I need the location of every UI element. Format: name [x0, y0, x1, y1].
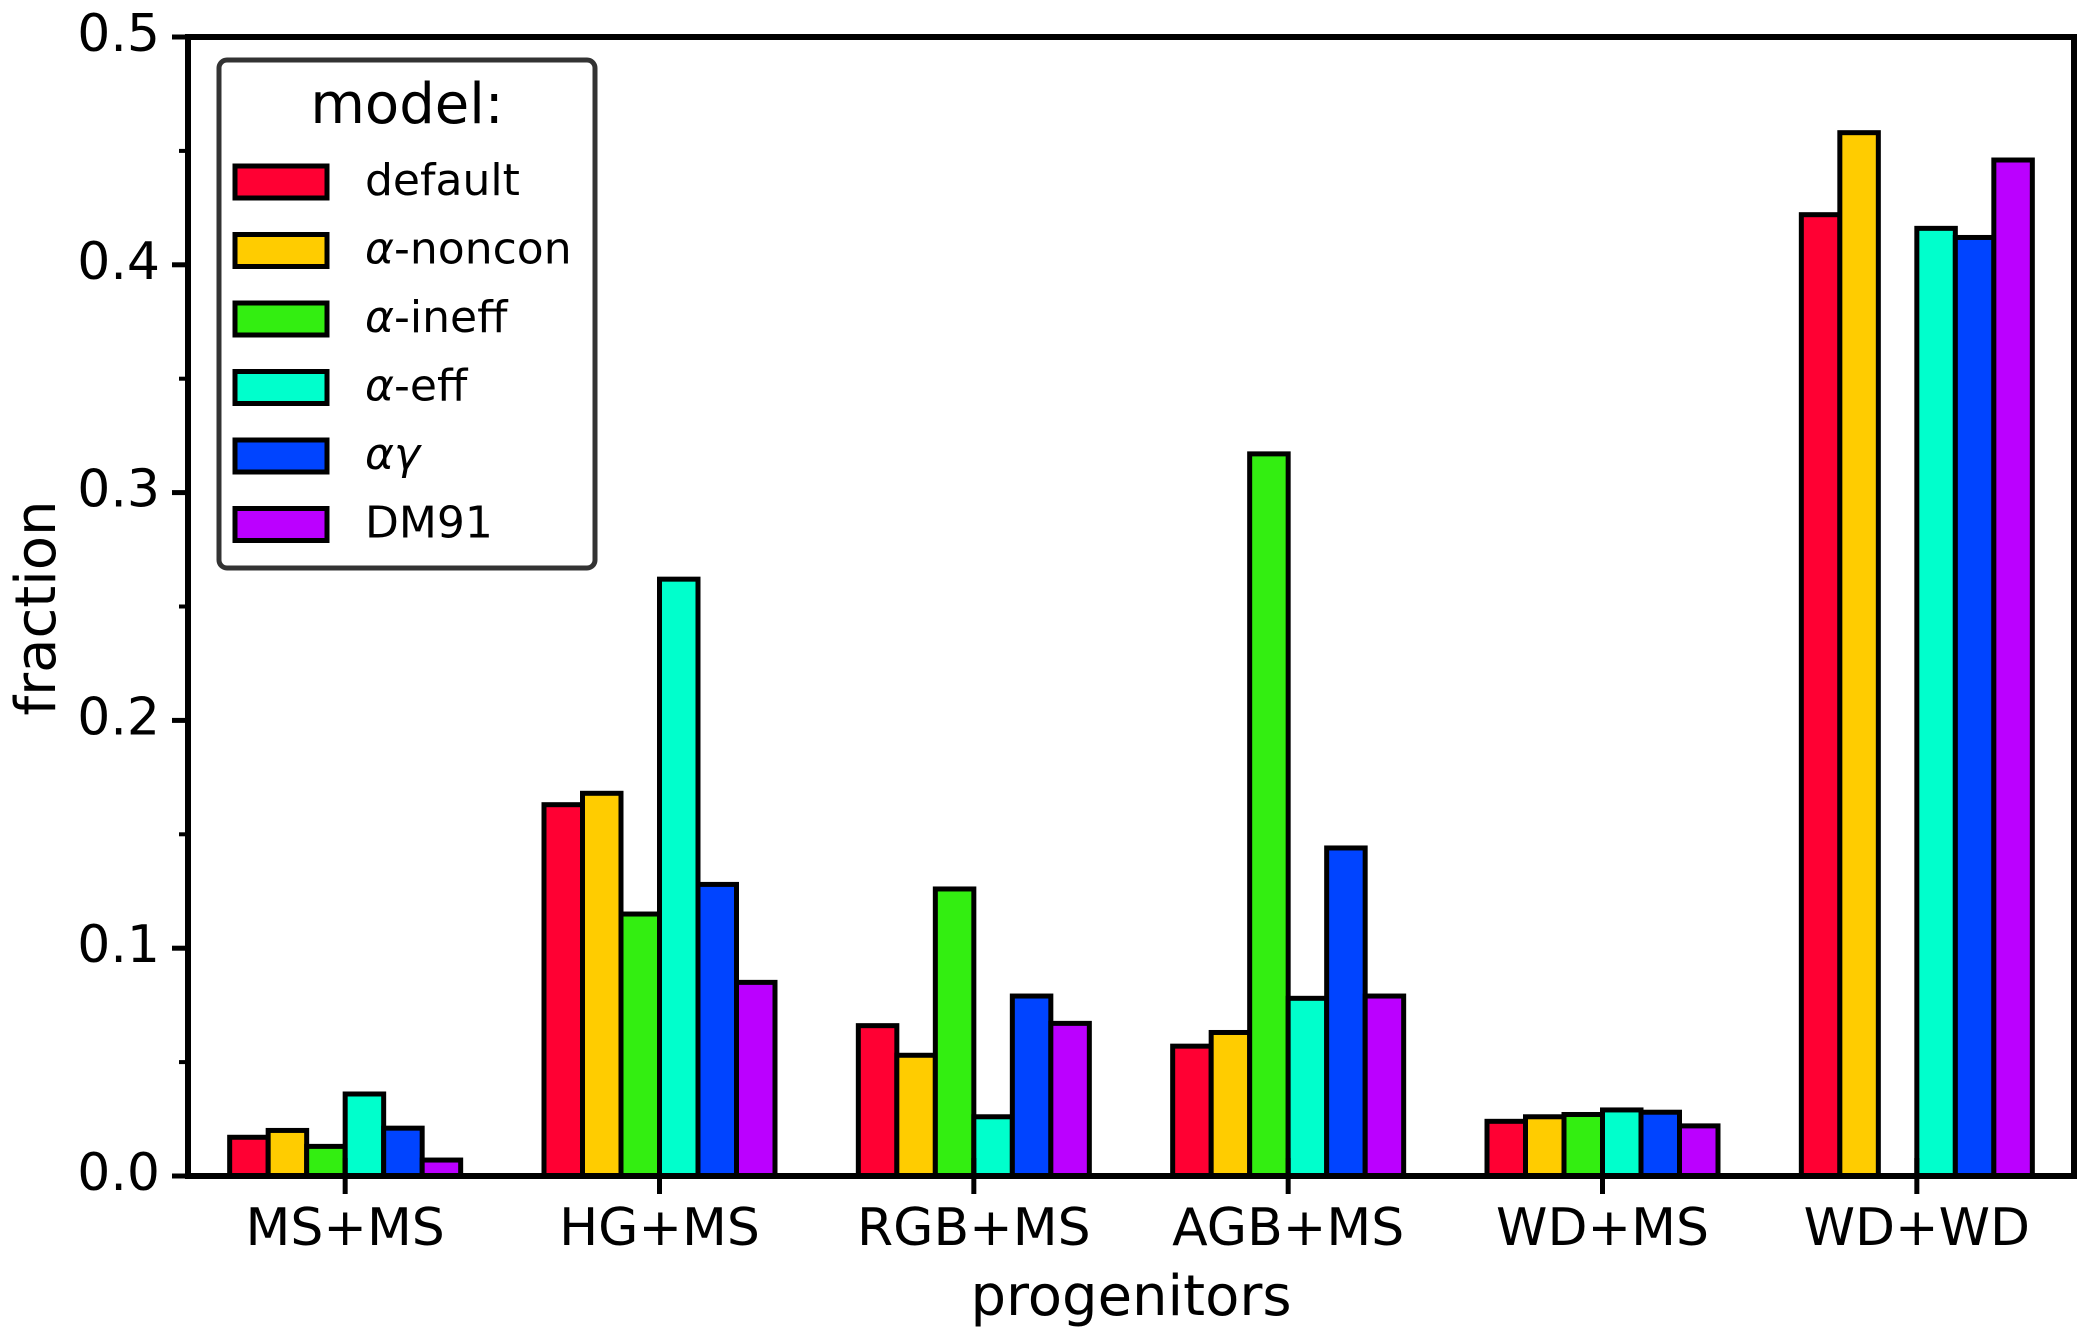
- x-tick-label: WD+MS: [1496, 1198, 1709, 1258]
- bar-ms-ms-1: [227, 1134, 271, 1179]
- bar-wd-ms-5: [1638, 1109, 1682, 1179]
- legend-swatch-1: [232, 163, 330, 201]
- legend-label-text: -ineff: [394, 292, 509, 343]
- legend-label-5: αγ: [365, 429, 422, 480]
- legend-label-3: α-ineff: [365, 292, 509, 343]
- x-tick-label: RGB+MS: [857, 1198, 1091, 1258]
- bar-ms-ms-4: [342, 1091, 387, 1179]
- y-tick-label: 0.0: [77, 1143, 160, 1203]
- bar-wd-wd-6: [1991, 157, 2035, 1179]
- y-tick-label: 0.3: [77, 460, 160, 520]
- bar-rgb-ms-2: [894, 1052, 938, 1179]
- y-tick-label: 0.2: [77, 687, 160, 747]
- bar-wd-ms-2: [1523, 1114, 1567, 1179]
- bar-rgb-ms-4: [971, 1114, 1015, 1179]
- bar-wd-wd-1: [1798, 212, 1843, 1179]
- bar-rgb-ms-6: [1048, 1020, 1092, 1179]
- legend-swatch-5: [232, 437, 330, 475]
- bar-hg-ms-4: [657, 576, 701, 1179]
- bar-agb-ms-3: [1247, 451, 1291, 1179]
- bar-wd-wd-5: [1952, 234, 1997, 1179]
- legend-label-text: -eff: [394, 361, 469, 412]
- legend-label-2: α-noncon: [365, 224, 572, 275]
- x-tick-label: HG+MS: [559, 1198, 760, 1258]
- bar-ms-ms-2: [265, 1127, 310, 1179]
- bars-layer: [227, 130, 2035, 1179]
- bar-hg-ms-6: [734, 979, 778, 1179]
- bar-hg-ms-3: [618, 911, 662, 1179]
- legend-label-text: -noncon: [394, 224, 572, 275]
- legend-swatch-2: [232, 232, 330, 269]
- bar-agb-ms-4: [1285, 995, 1330, 1179]
- y-tick-label: 0.5: [77, 4, 160, 64]
- y-tick-label: 0.1: [77, 915, 160, 975]
- legend-title: model:: [310, 72, 503, 137]
- axes-layer: 0.0 0.1 0.2 0.3 0.4 0.5 MS+MS HG+MS RGB+MS AGB+MS…: [77, 4, 2077, 1258]
- legend-label-greek: α: [365, 224, 394, 275]
- bar-wd-ms-1: [1484, 1118, 1528, 1179]
- bar-agb-ms-6: [1362, 993, 1407, 1179]
- bar-hg-ms-2: [580, 790, 624, 1179]
- bar-wd-wd-2: [1837, 130, 1881, 1179]
- bar-ms-ms-5: [381, 1125, 425, 1179]
- x-tick-label: MS+MS: [246, 1198, 445, 1258]
- bar-wd-ms-3: [1561, 1111, 1605, 1179]
- bar-agb-ms-1: [1170, 1043, 1214, 1179]
- bar-ms-ms-3: [304, 1143, 348, 1179]
- bar-rgb-ms-3: [932, 886, 977, 1179]
- bar-wd-ms-4: [1600, 1107, 1644, 1179]
- legend-label-1: default: [365, 155, 520, 206]
- bar-rgb-ms-1: [855, 1023, 900, 1179]
- legend-swatch-3: [232, 300, 330, 338]
- bar-wd-ms-6: [1677, 1123, 1721, 1179]
- bar-hg-ms-1: [541, 802, 585, 1179]
- bar-wd-wd-4: [1914, 225, 1958, 1179]
- x-tick-label: AGB+MS: [1172, 1198, 1404, 1258]
- y-axis-title: fraction: [4, 500, 69, 715]
- bar-agb-ms-2: [1208, 1029, 1253, 1179]
- legend-label-greek: α: [365, 361, 394, 412]
- bar-rgb-ms-5: [1009, 993, 1054, 1179]
- legend-swatch-6: [232, 506, 330, 543]
- legend-label-text: DM91: [365, 498, 493, 549]
- y-tick-label: 0.4: [77, 232, 160, 292]
- legend-label-4: α-eff: [365, 361, 469, 412]
- bar-agb-ms-5: [1324, 845, 1368, 1179]
- legend-swatch-4: [232, 369, 330, 406]
- legend-label-greek: αγ: [365, 429, 422, 480]
- legend-label-text: default: [365, 155, 520, 206]
- legend-label-6: DM91: [365, 498, 493, 549]
- bar-hg-ms-5: [695, 881, 739, 1179]
- legend-label-greek: α: [365, 292, 394, 343]
- x-tick-label: WD+WD: [1804, 1198, 2030, 1258]
- x-axis-title: progenitors: [970, 1264, 1291, 1329]
